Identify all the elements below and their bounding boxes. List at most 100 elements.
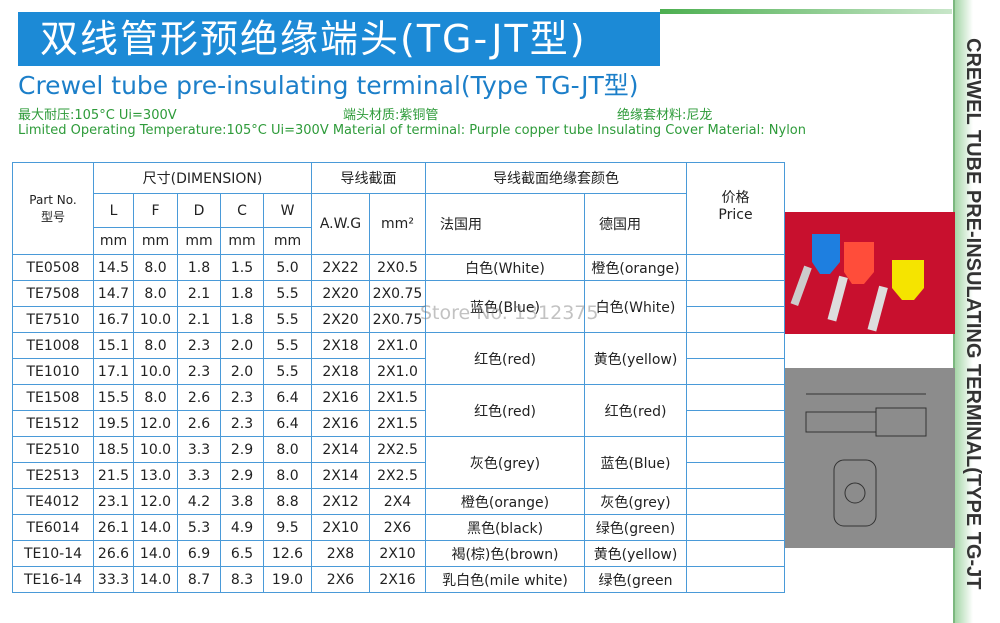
germany-color: 橙色(orange) xyxy=(584,254,687,281)
terminal-yellow xyxy=(867,260,924,332)
subtitle: Crewel tube pre-insulating terminal(Type… xyxy=(18,71,639,100)
price-cell xyxy=(686,436,785,463)
unit: mm xyxy=(177,227,221,255)
value-cell: 3.8 xyxy=(220,488,264,515)
unit: mm xyxy=(93,227,134,255)
value-cell: 5.5 xyxy=(263,306,312,333)
part-no-cell: TE4012 xyxy=(12,488,94,515)
france-color: 褐(棕)色(brown) xyxy=(425,540,585,567)
value-cell: 2.6 xyxy=(177,384,221,411)
table-row: TE2513 21.5 13.0 3.3 2.9 8.0 2X14 2X2.5 xyxy=(12,462,785,489)
value-cell: 8.0 xyxy=(263,436,312,463)
part-no: Part No. xyxy=(29,193,77,207)
part-no-cell: TE1008 xyxy=(12,332,94,359)
dim-label: W xyxy=(263,193,312,228)
drawing xyxy=(805,393,927,527)
value-cell: 2X1.5 xyxy=(369,410,426,437)
germany-color: 白色(White) xyxy=(584,280,687,333)
value-cell: 2X18 xyxy=(311,332,370,359)
value-cell: 4.2 xyxy=(177,488,221,515)
unit: mm xyxy=(220,227,264,255)
value-cell: 33.3 xyxy=(93,566,134,593)
price-cell xyxy=(686,254,785,281)
price-cell xyxy=(686,358,785,385)
table-row: TE16-14 33.3 14.0 8.7 8.3 19.0 2X6 2X16 乳白色(mile… xyxy=(12,566,785,593)
top-line xyxy=(660,9,952,14)
dim-label: D xyxy=(177,193,221,228)
germany-color: 红色(red) xyxy=(584,384,687,437)
part-no-cell: TE7510 xyxy=(12,306,94,333)
price-cell xyxy=(686,462,785,489)
title-banner: 双线管形预绝缘端头(TG-JT型) xyxy=(18,12,660,66)
table-row: TE1010 17.1 10.0 2.3 2.0 5.5 2X18 2X1.0 xyxy=(12,358,785,385)
value-cell: 5.3 xyxy=(177,514,221,541)
part-no-cell: TE2513 xyxy=(12,462,94,489)
value-cell: 12.0 xyxy=(133,410,178,437)
side-title: CREWEL TUBE PRE-INSULATING TERMINAL(TYPE… xyxy=(962,38,984,590)
value-cell: 8.7 xyxy=(177,566,221,593)
drawing-bg xyxy=(784,368,955,548)
value-cell: 1.8 xyxy=(220,306,264,333)
value-cell: 14.7 xyxy=(93,280,134,307)
value-cell: 2X6 xyxy=(311,566,370,593)
value-cell: 2X1.0 xyxy=(369,358,426,385)
value-cell: 15.1 xyxy=(93,332,134,359)
part-no-cell: TE16-14 xyxy=(12,566,94,593)
part-no-cell: TE6014 xyxy=(12,514,94,541)
germany-color: 灰色(grey) xyxy=(584,488,687,515)
value-cell: 8.8 xyxy=(263,488,312,515)
table-row: TE0508 14.5 8.0 1.8 1.5 5.0 2X22 2X0.5 白色(White)… xyxy=(12,254,785,281)
part-no-cell: TE2510 xyxy=(12,436,94,463)
value-cell: 23.1 xyxy=(93,488,134,515)
value-cell: 16.7 xyxy=(93,306,134,333)
value-cell: 2X14 xyxy=(311,436,370,463)
value-cell: 26.1 xyxy=(93,514,134,541)
france: 法国用 xyxy=(425,193,585,255)
value-cell: 5.5 xyxy=(263,280,312,307)
watermark: Store No. 1312375 xyxy=(420,302,599,324)
value-cell: 10.0 xyxy=(133,306,178,333)
germany-color: 蓝色(Blue) xyxy=(584,436,687,489)
value-cell: 6.4 xyxy=(263,410,312,437)
france-color: 红色(red) xyxy=(425,332,585,385)
value-cell: 19.0 xyxy=(263,566,312,593)
value-cell: 8.0 xyxy=(133,332,178,359)
spec-en: Limited Operating Temperature:105°C Ui=3… xyxy=(18,123,806,138)
table-row: TE2510 18.5 10.0 3.3 2.9 8.0 2X14 2X2.5 灰色(grey)… xyxy=(12,436,785,489)
table-row: TE4012 23.1 12.0 4.2 3.8 8.8 2X12 2X4 橙色(orange)… xyxy=(12,488,785,515)
value-cell: 1.8 xyxy=(177,254,221,281)
price-cell xyxy=(686,410,785,437)
dim-label: L xyxy=(93,193,134,228)
value-cell: 2X1.0 xyxy=(369,332,426,359)
price-cell xyxy=(686,332,785,359)
price-cell xyxy=(686,514,785,541)
germany-color: 绿色(green xyxy=(584,566,687,593)
value-cell: 2.6 xyxy=(177,410,221,437)
part-no-cn: 型号 xyxy=(40,210,65,224)
value-cell: 2X20 xyxy=(311,280,370,307)
france-color: 乳白色(mile white) xyxy=(425,566,585,593)
value-cell: 9.5 xyxy=(263,514,312,541)
value-cell: 2.3 xyxy=(220,410,264,437)
value-cell: 26.6 xyxy=(93,540,134,567)
value-cell: 2X4 xyxy=(369,488,426,515)
spec: 绝缘套材料:尼龙 xyxy=(617,108,713,123)
value-cell: 1.5 xyxy=(220,254,264,281)
value-cell: 2X10 xyxy=(369,540,426,567)
part-no-cell: TE1508 xyxy=(12,384,94,411)
value-cell: 2.1 xyxy=(177,306,221,333)
wire-section: 导线截面 xyxy=(311,162,426,194)
value-cell: 14.0 xyxy=(133,566,178,593)
value-cell: 2.3 xyxy=(177,332,221,359)
part-no-cell: TE1512 xyxy=(12,410,94,437)
value-cell: 1.8 xyxy=(220,280,264,307)
value-cell: 2X6 xyxy=(369,514,426,541)
part-no-cell: TE1010 xyxy=(12,358,94,385)
germany: 德国用 xyxy=(584,193,687,255)
value-cell: 2X0.75 xyxy=(369,280,426,307)
value-cell: 2X8 xyxy=(311,540,370,567)
dim-label: F xyxy=(133,193,178,228)
table-row: TE1508 15.5 8.0 2.6 2.3 6.4 2X16 2X1.5 红色(red) 红色… xyxy=(12,384,785,437)
value-cell: 6.9 xyxy=(177,540,221,567)
